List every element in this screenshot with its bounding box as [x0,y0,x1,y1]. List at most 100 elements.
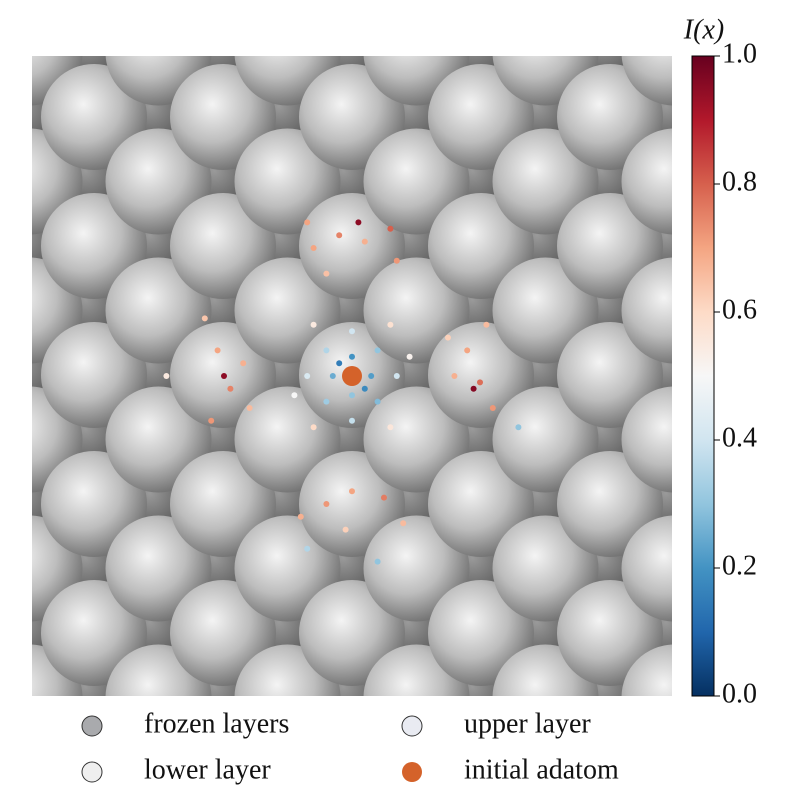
data-point [349,328,355,335]
upper-atom [41,193,147,299]
upper-atom [363,128,470,235]
colorbar-tick-label: 1.0 [722,38,757,69]
colorbar [691,55,715,697]
legend-label: initial adatom [464,754,619,785]
upper-atom [492,386,599,493]
upper-atom [621,56,672,106]
lower-atom [0,267,9,355]
data-point [387,225,394,232]
lower-atom [244,0,332,32]
lower-atom [0,9,9,97]
upper-atom [428,580,534,686]
data-point [304,545,311,552]
data-point [349,392,355,399]
upper-atom [363,386,470,493]
upper-atom [234,515,341,622]
upper-atom [0,451,18,557]
colorbar-tick-label: 0.2 [722,550,757,581]
upper-atom [428,64,534,170]
upper-atom [428,193,534,299]
data-point [406,353,413,360]
lower-atom [0,654,9,742]
upper-atom [621,515,672,622]
lower-atom [0,718,74,800]
upper-atom [299,64,405,170]
upper-atom [299,580,405,686]
data-point [393,373,400,379]
upper-atom [363,515,470,622]
colorbar-tick-label: 0.0 [722,678,757,709]
legend: frozen layers upper layer lower layer initi… [81,708,619,785]
upper-atom [621,386,672,493]
upper-atom [621,644,672,696]
lower-atom [0,525,9,613]
legend-label: upper layer [464,708,591,739]
scatter-layer [163,219,522,565]
data-point [208,417,215,424]
data-point [336,360,343,367]
data-point [227,385,234,392]
data-point [240,360,247,367]
upper-atom [557,64,663,170]
upper-atom [0,193,18,299]
data-point [310,321,317,328]
upper-atom [41,322,147,428]
upper-atom [363,257,470,364]
upper-atom [170,580,276,686]
data-point [374,398,381,405]
upper-atom [621,128,672,235]
data-point [310,245,317,251]
colorbar-label: I(x) [683,14,724,45]
data-point [214,347,221,354]
lower-atom [0,138,9,226]
upper-atom [170,193,276,299]
data-point [349,417,355,424]
data-point [329,373,336,379]
data-point [336,232,343,239]
upper-atom [557,322,663,428]
upper-atom [170,0,276,41]
data-point [483,321,490,328]
data-point [470,385,477,392]
legend-marker [81,715,103,737]
upper-atom [428,0,534,41]
data-point [201,315,208,322]
colorbar-tick-label: 0.8 [722,166,757,197]
data-point [163,373,170,379]
upper-atom [557,451,663,557]
data-point [489,405,496,411]
data-point [368,373,375,379]
lower-atom [373,0,461,32]
upper-atom [170,64,276,170]
data-point [310,424,317,431]
data-point [297,513,304,520]
data-point [304,373,311,379]
upper-atom [557,580,663,686]
data-point [361,238,368,245]
upper-atom [41,64,147,170]
upper-atom [492,257,599,364]
upper-atom [234,386,341,493]
colorbar-tick-label: 0.4 [722,422,757,453]
data-point [387,321,394,328]
data-point [323,398,330,405]
upper-atom [686,709,792,800]
data-point [304,219,311,226]
upper-atom [41,451,147,557]
legend-marker [81,761,103,783]
upper-atom [0,580,18,686]
colorbar-tick-label: 0.6 [722,294,757,325]
data-point [477,379,483,386]
upper-atom [557,0,663,41]
upper-atom [621,257,672,364]
upper-atom [0,0,18,41]
upper-atom [299,451,405,557]
upper-atom [234,128,341,235]
data-point [323,270,330,277]
legend-marker [401,715,423,737]
upper-atom [41,0,147,41]
data-point [400,520,407,527]
data-point [221,373,227,379]
